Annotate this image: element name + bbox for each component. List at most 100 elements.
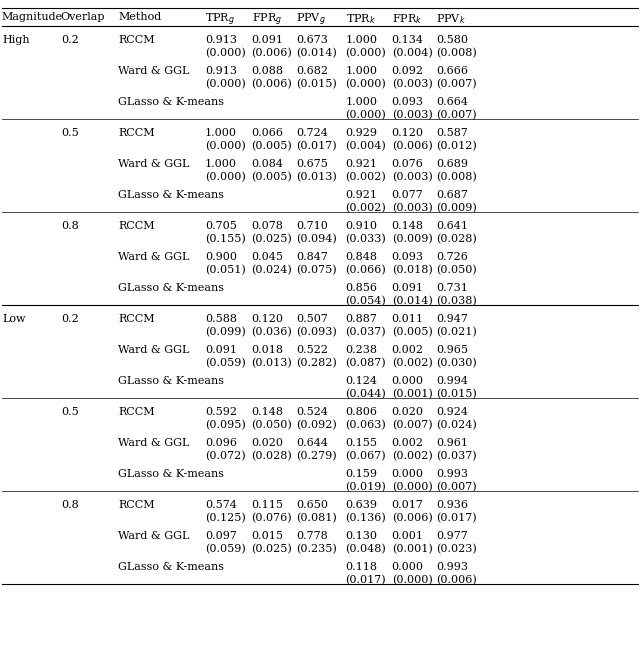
Text: (0.002): (0.002) bbox=[392, 451, 433, 461]
Text: 0.000: 0.000 bbox=[392, 562, 424, 571]
Text: (0.006): (0.006) bbox=[436, 575, 477, 585]
Text: (0.087): (0.087) bbox=[346, 358, 386, 368]
Text: 0.936: 0.936 bbox=[436, 500, 468, 510]
Text: (0.005): (0.005) bbox=[252, 140, 292, 151]
Text: 0.120: 0.120 bbox=[392, 128, 424, 138]
Text: 0.002: 0.002 bbox=[392, 345, 424, 355]
Text: (0.018): (0.018) bbox=[392, 264, 433, 275]
Text: (0.279): (0.279) bbox=[296, 451, 337, 461]
Text: 0.066: 0.066 bbox=[252, 128, 284, 138]
Text: 0.524: 0.524 bbox=[296, 407, 328, 417]
Text: (0.000): (0.000) bbox=[205, 140, 246, 151]
Text: (0.005): (0.005) bbox=[252, 172, 292, 182]
Text: GLasso & K-means: GLasso & K-means bbox=[118, 189, 225, 200]
Text: 0.091: 0.091 bbox=[392, 283, 424, 293]
Text: RCCM: RCCM bbox=[118, 313, 155, 324]
Text: PPV$_g$: PPV$_g$ bbox=[296, 12, 326, 28]
Text: Ward & GGL: Ward & GGL bbox=[118, 66, 190, 76]
Text: (0.017): (0.017) bbox=[296, 140, 337, 151]
Text: Ward & GGL: Ward & GGL bbox=[118, 159, 190, 168]
Text: 0.705: 0.705 bbox=[205, 221, 237, 231]
Text: (0.095): (0.095) bbox=[205, 420, 246, 430]
Text: GLasso & K-means: GLasso & K-means bbox=[118, 562, 225, 571]
Text: 0.148: 0.148 bbox=[252, 407, 284, 417]
Text: (0.008): (0.008) bbox=[436, 172, 477, 182]
Text: 0.078: 0.078 bbox=[252, 221, 284, 231]
Text: (0.000): (0.000) bbox=[392, 482, 433, 492]
Text: 0.856: 0.856 bbox=[346, 283, 378, 293]
Text: 0.724: 0.724 bbox=[296, 128, 328, 138]
Text: (0.007): (0.007) bbox=[436, 110, 477, 120]
Text: 0.118: 0.118 bbox=[346, 562, 378, 571]
Text: 0.522: 0.522 bbox=[296, 345, 328, 355]
Text: 0.115: 0.115 bbox=[252, 500, 284, 510]
Text: 0.507: 0.507 bbox=[296, 313, 328, 324]
Text: (0.037): (0.037) bbox=[346, 326, 386, 337]
Text: RCCM: RCCM bbox=[118, 407, 155, 417]
Text: 0.673: 0.673 bbox=[296, 35, 328, 44]
Text: (0.044): (0.044) bbox=[346, 389, 387, 399]
Text: 0.592: 0.592 bbox=[205, 407, 237, 417]
Text: (0.000): (0.000) bbox=[205, 79, 246, 89]
Text: 0.687: 0.687 bbox=[436, 189, 468, 200]
Text: 0.580: 0.580 bbox=[436, 35, 468, 44]
Text: GLasso & K-means: GLasso & K-means bbox=[118, 97, 225, 106]
Text: (0.000): (0.000) bbox=[392, 575, 433, 585]
Text: 1.000: 1.000 bbox=[346, 35, 378, 44]
Text: 0.011: 0.011 bbox=[392, 313, 424, 324]
Text: (0.028): (0.028) bbox=[436, 234, 477, 244]
Text: (0.054): (0.054) bbox=[346, 296, 387, 306]
Text: 0.8: 0.8 bbox=[61, 500, 79, 510]
Text: 0.644: 0.644 bbox=[296, 438, 328, 448]
Text: 0.641: 0.641 bbox=[436, 221, 468, 231]
Text: 0.921: 0.921 bbox=[346, 159, 378, 168]
Text: 0.159: 0.159 bbox=[346, 469, 378, 479]
Text: (0.017): (0.017) bbox=[346, 575, 386, 585]
Text: (0.008): (0.008) bbox=[436, 48, 477, 58]
Text: 0.120: 0.120 bbox=[252, 313, 284, 324]
Text: (0.003): (0.003) bbox=[392, 110, 433, 120]
Text: 0.664: 0.664 bbox=[436, 97, 468, 106]
Text: 0.148: 0.148 bbox=[392, 221, 424, 231]
Text: (0.094): (0.094) bbox=[296, 234, 337, 244]
Text: (0.003): (0.003) bbox=[392, 79, 433, 89]
Text: 0.084: 0.084 bbox=[252, 159, 284, 168]
Text: 0.097: 0.097 bbox=[205, 531, 237, 541]
Text: 0.002: 0.002 bbox=[392, 438, 424, 448]
Text: (0.005): (0.005) bbox=[392, 326, 433, 337]
Text: GLasso & K-means: GLasso & K-means bbox=[118, 375, 225, 386]
Text: 0.045: 0.045 bbox=[252, 251, 284, 262]
Text: (0.037): (0.037) bbox=[436, 451, 477, 461]
Text: 0.977: 0.977 bbox=[436, 531, 468, 541]
Text: (0.282): (0.282) bbox=[296, 358, 337, 368]
Text: RCCM: RCCM bbox=[118, 221, 155, 231]
Text: (0.003): (0.003) bbox=[392, 172, 433, 182]
Text: (0.059): (0.059) bbox=[205, 544, 246, 554]
Text: (0.025): (0.025) bbox=[252, 544, 292, 554]
Text: (0.002): (0.002) bbox=[346, 172, 387, 182]
Text: (0.125): (0.125) bbox=[205, 513, 246, 523]
Text: (0.006): (0.006) bbox=[392, 140, 433, 151]
Text: 1.000: 1.000 bbox=[205, 159, 237, 168]
Text: 0.726: 0.726 bbox=[436, 251, 468, 262]
Text: 0.5: 0.5 bbox=[61, 407, 79, 417]
Text: (0.007): (0.007) bbox=[436, 482, 477, 492]
Text: (0.235): (0.235) bbox=[296, 544, 337, 554]
Text: (0.001): (0.001) bbox=[392, 389, 433, 399]
Text: (0.002): (0.002) bbox=[346, 202, 387, 213]
Text: (0.025): (0.025) bbox=[252, 234, 292, 244]
Text: 0.017: 0.017 bbox=[392, 500, 424, 510]
Text: 0.092: 0.092 bbox=[392, 66, 424, 76]
Text: 0.088: 0.088 bbox=[252, 66, 284, 76]
Text: 0.689: 0.689 bbox=[436, 159, 468, 168]
Text: (0.059): (0.059) bbox=[205, 358, 246, 368]
Text: Ward & GGL: Ward & GGL bbox=[118, 531, 190, 541]
Text: (0.015): (0.015) bbox=[296, 79, 337, 89]
Text: 0.020: 0.020 bbox=[252, 438, 284, 448]
Text: Low: Low bbox=[2, 313, 26, 324]
Text: (0.007): (0.007) bbox=[392, 420, 432, 430]
Text: 0.587: 0.587 bbox=[436, 128, 468, 138]
Text: (0.048): (0.048) bbox=[346, 544, 387, 554]
Text: (0.024): (0.024) bbox=[436, 420, 477, 430]
Text: (0.000): (0.000) bbox=[205, 48, 246, 58]
